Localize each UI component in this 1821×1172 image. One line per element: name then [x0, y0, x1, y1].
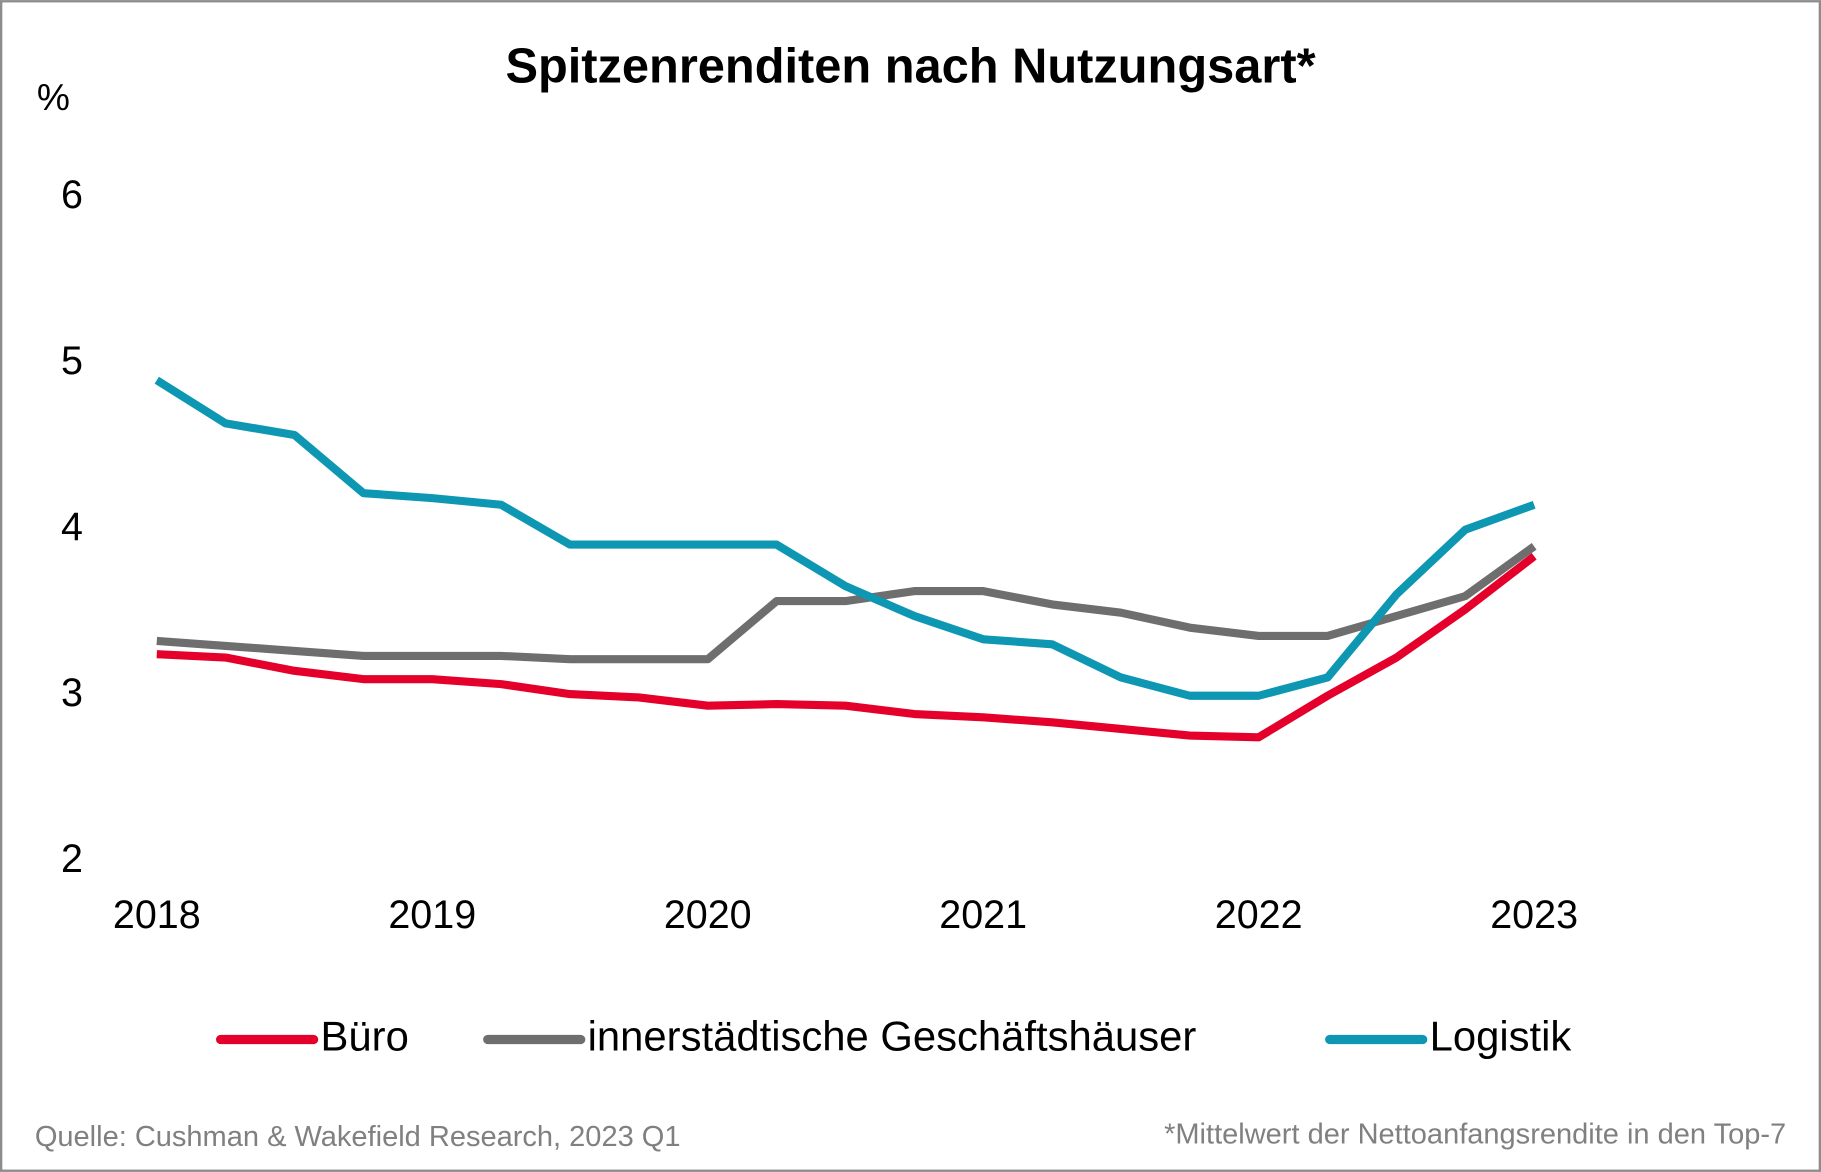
series-line [156, 542, 1537, 664]
x-tick-label: 2020 [664, 893, 752, 937]
y-tick-label: 2 [61, 837, 83, 881]
legend-label: Büro [321, 1013, 409, 1060]
source-note: Quelle: Cushman & Wakefield Research, 20… [35, 1121, 681, 1153]
x-tick-label: 2018 [113, 893, 201, 937]
y-tick-label: 5 [61, 339, 83, 383]
x-tick-label: 2021 [939, 893, 1027, 937]
y-tick-label: 6 [61, 173, 83, 217]
chart-title: Spitzenrenditen nach Nutzungsart* [505, 40, 1315, 94]
legend-label: Logistik [1430, 1013, 1572, 1060]
series-line [154, 376, 1536, 700]
x-tick-label: 2023 [1490, 893, 1578, 937]
x-tick-label: 2022 [1215, 893, 1303, 937]
legend-label: innerstädtische Geschäftshäuser [588, 1013, 1197, 1060]
y-tick-label: 4 [61, 505, 83, 549]
series-line [156, 553, 1537, 742]
x-tick-label: 2019 [388, 893, 476, 937]
y-axis-unit: % [37, 76, 70, 118]
footnote: *Mittelwert der Nettoanfangsrendite in d… [1164, 1119, 1786, 1151]
y-tick-label: 3 [61, 671, 83, 715]
